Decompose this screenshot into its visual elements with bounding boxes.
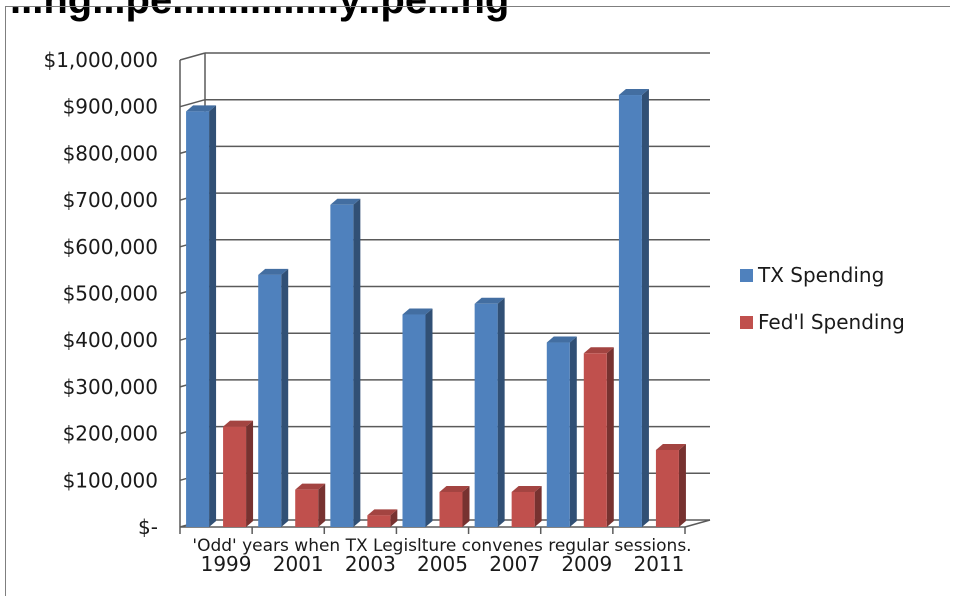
bar-side <box>641 89 649 528</box>
bar-side <box>281 268 289 527</box>
bar-top <box>546 336 577 343</box>
legend-swatch-tx <box>740 269 753 282</box>
bar-top <box>402 308 433 315</box>
y-tick-label: $600,000 <box>63 235 158 259</box>
x-tick-label: 2003 <box>345 552 396 576</box>
bar-top <box>439 485 470 492</box>
bar-front <box>511 491 535 527</box>
y-tick-label: $1,000,000 <box>43 48 158 72</box>
x-tick-labels: 1999 2001 2003 2005 2007 2009 2011 <box>201 552 685 576</box>
gridline-side <box>179 98 206 108</box>
bar-top <box>223 420 254 427</box>
x-tick-label: 2005 <box>417 552 468 576</box>
bar-front <box>330 204 354 527</box>
bar-side <box>534 485 542 527</box>
bar-side <box>678 443 686 527</box>
legend: TX Spending Fed'l Spending <box>740 263 905 334</box>
legend-item-tx: TX Spending <box>740 263 884 287</box>
bar-side <box>353 198 361 527</box>
bar-tx-2005 <box>402 308 433 527</box>
bar-front <box>186 111 210 528</box>
bar-top <box>474 297 505 304</box>
bar-front <box>223 426 247 527</box>
legend-item-fed: Fed'l Spending <box>740 310 905 334</box>
y-tick-label: $900,000 <box>63 95 158 119</box>
bar-side <box>569 336 577 527</box>
y-tick-label: $400,000 <box>63 328 158 352</box>
gridline-side <box>179 52 206 61</box>
bar-top <box>511 485 542 492</box>
bar-fed-2009 <box>583 347 614 527</box>
floor-side <box>684 519 711 528</box>
bar-tx-2009 <box>546 336 577 527</box>
bar-side <box>390 509 398 527</box>
bar-top <box>618 89 649 96</box>
x-tick-label: 2001 <box>273 552 324 576</box>
bar-tx-1999 <box>186 105 217 528</box>
x-tick-label: 2007 <box>489 552 540 576</box>
bar-top <box>186 105 217 112</box>
bars-layer <box>186 89 686 528</box>
bar-front <box>367 515 391 527</box>
bar-top <box>295 483 326 490</box>
legend-label-tx: TX Spending <box>757 263 884 287</box>
bar-side <box>209 105 217 528</box>
x-tick-label: 2009 <box>561 552 612 576</box>
bar-tx-2003 <box>330 198 361 527</box>
bar-front <box>474 303 498 527</box>
bar-fed-2005 <box>439 485 470 527</box>
x-tick-label: 2011 <box>633 552 684 576</box>
bar-tx-2011 <box>618 89 649 528</box>
y-tick-label: $700,000 <box>63 188 158 212</box>
bar-tx-2001 <box>258 268 289 527</box>
bar-side <box>425 308 433 527</box>
bar-fed-1999 <box>223 420 254 527</box>
bar-front <box>618 95 642 528</box>
bar-front <box>546 342 570 527</box>
legend-swatch-fed <box>740 316 753 329</box>
y-tick-label: $500,000 <box>63 282 158 306</box>
chart-title: ...ng...pe...............y..pe...ng <box>10 0 510 22</box>
bar-front <box>439 491 463 527</box>
bar-front <box>655 449 679 527</box>
bar-fed-2007 <box>511 485 542 527</box>
bar-side <box>246 420 254 527</box>
bar-side <box>462 485 470 527</box>
bar-side <box>606 347 614 527</box>
bar-top <box>367 509 398 516</box>
y-tick-label: $300,000 <box>63 375 158 399</box>
bar-top <box>330 198 361 205</box>
legend-label-fed: Fed'l Spending <box>758 310 905 334</box>
bar-side <box>318 483 326 527</box>
x-axis-annotation: 'Odd' years when TX Legislture convenes … <box>192 536 691 556</box>
bar-top <box>258 268 289 275</box>
y-tick-label: $100,000 <box>63 468 158 492</box>
y-tick-label: $- <box>138 515 158 539</box>
y-tick-label: $800,000 <box>63 141 158 165</box>
bar-tx-2007 <box>474 297 505 527</box>
bar-top <box>583 347 614 354</box>
bar-fed-2011 <box>655 443 686 527</box>
y-tick-labels: $- $100,000 $200,000 $300,000 $400,000 $500,0… <box>43 48 158 539</box>
bar-front <box>583 353 607 527</box>
chart-area <box>5 6 950 596</box>
bar-front <box>402 314 426 527</box>
bar-front <box>295 489 319 527</box>
y-tick-label: $200,000 <box>63 422 158 446</box>
bar-front <box>258 274 282 527</box>
x-tick-label: 1999 <box>201 552 252 576</box>
bar-fed-2001 <box>295 483 326 527</box>
bar-fed-2003 <box>367 509 398 527</box>
bar-top <box>655 443 686 450</box>
bar-side <box>497 297 505 527</box>
